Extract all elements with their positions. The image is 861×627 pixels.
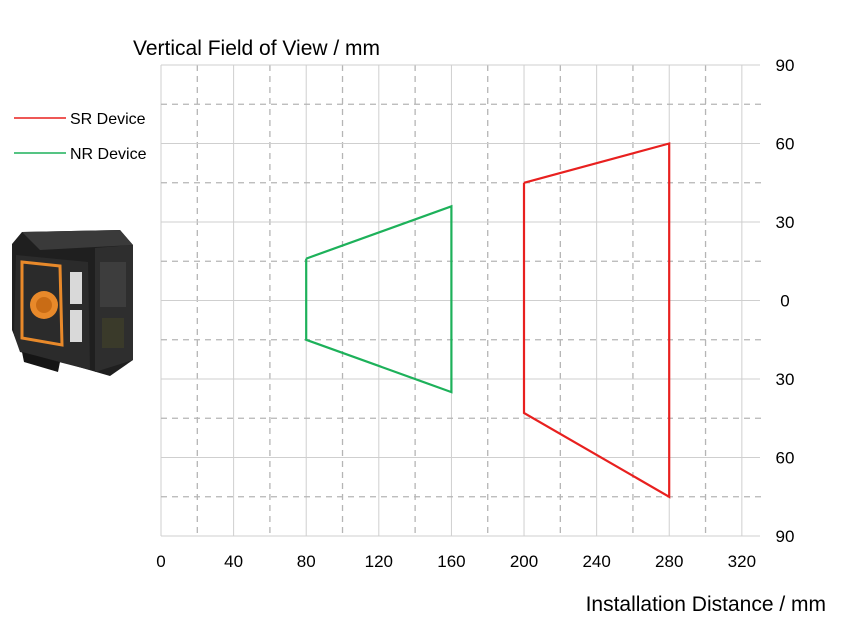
chart-title: Vertical Field of View / mm [133,37,380,60]
y-tick-label: 0 [780,292,789,311]
legend: SR Device NR Device [14,111,147,163]
series-sr-device [522,142,671,499]
series-nr-device [305,204,453,394]
y-tick-label: 60 [776,135,795,154]
x-tick-labels: 0 40 80 120 160 200 240 280 320 [156,552,756,571]
x-tick-label: 240 [582,552,610,571]
x-tick-label: 120 [365,552,393,571]
camera-device-photo [12,230,133,376]
y-tick-labels: 90 60 30 0 30 60 90 [776,56,795,546]
x-tick-label: 160 [437,552,465,571]
legend-label: SR Device [70,111,146,128]
x-tick-label: 320 [728,552,756,571]
x-tick-label: 280 [655,552,683,571]
legend-label: NR Device [70,146,147,163]
x-tick-label: 80 [297,552,316,571]
grid [160,64,762,537]
x-tick-label: 0 [156,552,165,571]
y-tick-label: 90 [776,527,795,546]
x-tick-label: 200 [510,552,538,571]
series-layer [305,142,671,499]
y-tick-label: 30 [776,370,795,389]
x-axis-label: Installation Distance / mm [586,593,826,616]
x-tick-label: 40 [224,552,243,571]
y-tick-label: 60 [776,449,795,468]
y-tick-label: 90 [776,56,795,75]
y-tick-label: 30 [776,213,795,232]
